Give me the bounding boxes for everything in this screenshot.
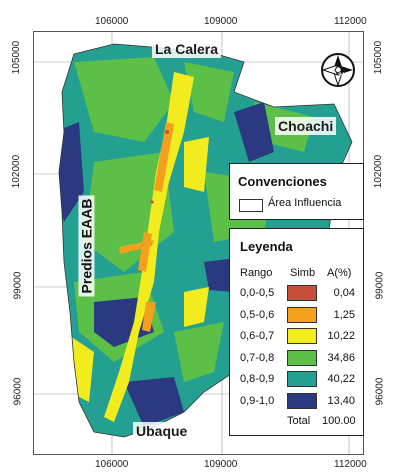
legend-row-range: 0,8-0,9 [240,373,275,385]
legend-row-range: 0,9-1,0 [240,394,275,407]
legend-row-swatch [287,285,317,301]
place-label-north: La Calera [152,40,222,58]
legend-row-range: 0,0-0,5 [240,287,275,299]
influence-area-label: Área Influencia [268,197,342,209]
x-tick-top-112000: 112000 [334,16,367,27]
x-tick-top-106000: 106000 [95,16,129,27]
legend-row-area: 34,86 [327,351,355,364]
legend-header-range: Rango [240,267,273,279]
x-tick-bottom-106000: 106000 [95,459,129,470]
y-tick-right-99000: 99000 [374,271,386,300]
y-tick-right-105000: 105000 [373,40,385,75]
legend-row-range: 0,7-0,8 [240,351,275,364]
legend-row-swatch [287,392,317,409]
legend-row-area: 10,22 [327,330,355,342]
legend-total-label: Total [287,415,311,427]
legend-box: Leyenda Rango Simb A(%) 0,0-0,5 0,04 0,5-0… [229,228,364,436]
legend-row-area: 1,25 [333,308,355,321]
legend-row-range: 0,6-0,7 [240,330,275,342]
y-tick-right-102000: 102000 [373,154,385,189]
x-tick-top-109000: 109000 [204,16,238,27]
y-tick-left-102000: 102000 [11,154,23,189]
place-label-west: Predios EAAB [78,195,95,297]
legend-total-value: 100.00 [322,415,356,427]
y-tick-right-96000: 96000 [374,377,386,406]
legend-header-area: A(%) [327,267,352,279]
influence-area-swatch [239,199,263,212]
north-letter: N [339,72,344,79]
legend-row-area: 13,40 [327,394,355,407]
x-tick-bottom-112000: 112000 [334,459,367,470]
place-label-south: Ubaque [133,422,191,440]
legend-row-swatch [287,306,317,323]
conventions-title: Convenciones [238,174,327,189]
north-arrow-icon: N [320,52,356,88]
conventions-box: Convenciones Área Influencia [229,163,364,220]
legend-title: Leyenda [240,239,293,254]
legend-header-symbol: Simb [290,267,316,279]
legend-row-swatch [287,371,317,387]
legend-row-area: 40,22 [327,373,355,385]
legend-row-swatch [287,349,317,366]
x-tick-bottom-109000: 109000 [204,459,238,470]
legend-row-range: 0,5-0,6 [240,308,275,321]
legend-row-swatch [287,328,317,344]
legend-row-area: 0,04 [333,287,355,299]
y-tick-left-99000: 99000 [12,271,24,300]
place-label-east: Choachi [275,117,337,135]
y-tick-left-105000: 105000 [11,40,23,75]
y-tick-left-96000: 96000 [12,377,24,406]
